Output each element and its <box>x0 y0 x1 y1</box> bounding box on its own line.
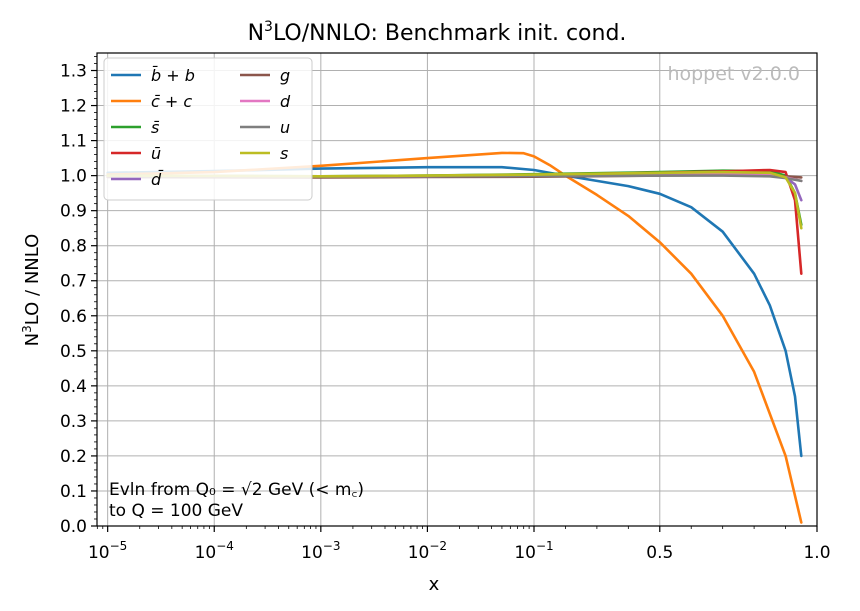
y-tick-label: 1.1 <box>60 132 87 152</box>
y-tick-label: 1.3 <box>60 62 87 82</box>
x-axis-label: x <box>429 574 440 595</box>
x-tick-label: 10−3 <box>301 539 340 563</box>
y-tick-label: 0.7 <box>60 272 87 292</box>
legend-label: b̄ + b <box>151 66 195 85</box>
y-tick-label: 0.2 <box>60 447 87 467</box>
x-tick-label: 10−2 <box>408 539 447 563</box>
annotation-line-2: to Q = 100 GeV <box>109 501 243 521</box>
legend-label: c̄ + c <box>151 92 192 111</box>
ticks <box>91 56 818 532</box>
y-tick-label: 1.0 <box>60 167 87 187</box>
y-tick-label: 0.1 <box>60 482 87 502</box>
y-tick-label: 0.6 <box>60 307 87 327</box>
series-line-1 <box>106 151 803 524</box>
x-tick-label: 0.5 <box>646 543 673 563</box>
y-tick-labels: 0.0 0.1 0.2 0.3 0.4 0.5 0.6 0.7 0.8 0.9 1.0 1.1 1.2 1… <box>60 62 87 537</box>
y-tick-label: 0.3 <box>60 412 87 432</box>
plot-frame <box>96 52 818 527</box>
y-tick-label: 0.0 <box>60 517 87 537</box>
chart-title-main: N <box>248 21 264 46</box>
y-tick-label: 0.5 <box>60 342 87 362</box>
y-axis-label: N3LO / NNLO <box>20 234 43 347</box>
chart-title: N3LO/NNLO: Benchmark init. cond. <box>248 19 627 46</box>
y-tick-label: 0.8 <box>60 237 87 257</box>
y-tick-label: 0.9 <box>60 202 87 222</box>
y-axis-label-main: N <box>22 333 43 346</box>
series-layer <box>106 151 803 524</box>
chart-title-rest: LO/NNLO: Benchmark init. cond. <box>273 21 626 46</box>
y-axis-label-rest: LO / NNLO <box>22 234 43 326</box>
legend-label: u <box>280 118 290 137</box>
y-tick-label: 1.2 <box>60 97 87 117</box>
legend-label: ū <box>151 144 161 163</box>
annotation-line-1: Evln from Q₀ = √2 GeV (< m꜀) <box>109 480 364 500</box>
legend-label: s <box>280 144 288 163</box>
legend-label: g <box>280 66 290 85</box>
x-tick-label: 10−1 <box>514 539 553 563</box>
x-tick-label: 10−4 <box>195 539 234 563</box>
chart-title-sup: 3 <box>264 19 273 35</box>
x-tick-label: 1.0 <box>803 543 830 563</box>
annotation: Evln from Q₀ = √2 GeV (< m꜀) to Q = 100 … <box>109 480 364 521</box>
y-tick-label: 0.4 <box>60 377 87 397</box>
y-axis-label-sup: 3 <box>20 325 34 333</box>
legend-box <box>103 57 313 201</box>
legend-label: d̄ <box>151 170 164 189</box>
x-tick-label: 10−5 <box>88 539 127 563</box>
series-line-0 <box>106 165 803 458</box>
x-tick-labels: 10−5 10−4 10−3 10−2 10−1 0.5 1.0 <box>88 539 831 563</box>
series-line-8 <box>106 170 803 230</box>
watermark: hoppet v2.0.0 <box>667 63 800 85</box>
legend-label: s̄ <box>151 118 160 137</box>
legend-label: d <box>280 92 291 111</box>
